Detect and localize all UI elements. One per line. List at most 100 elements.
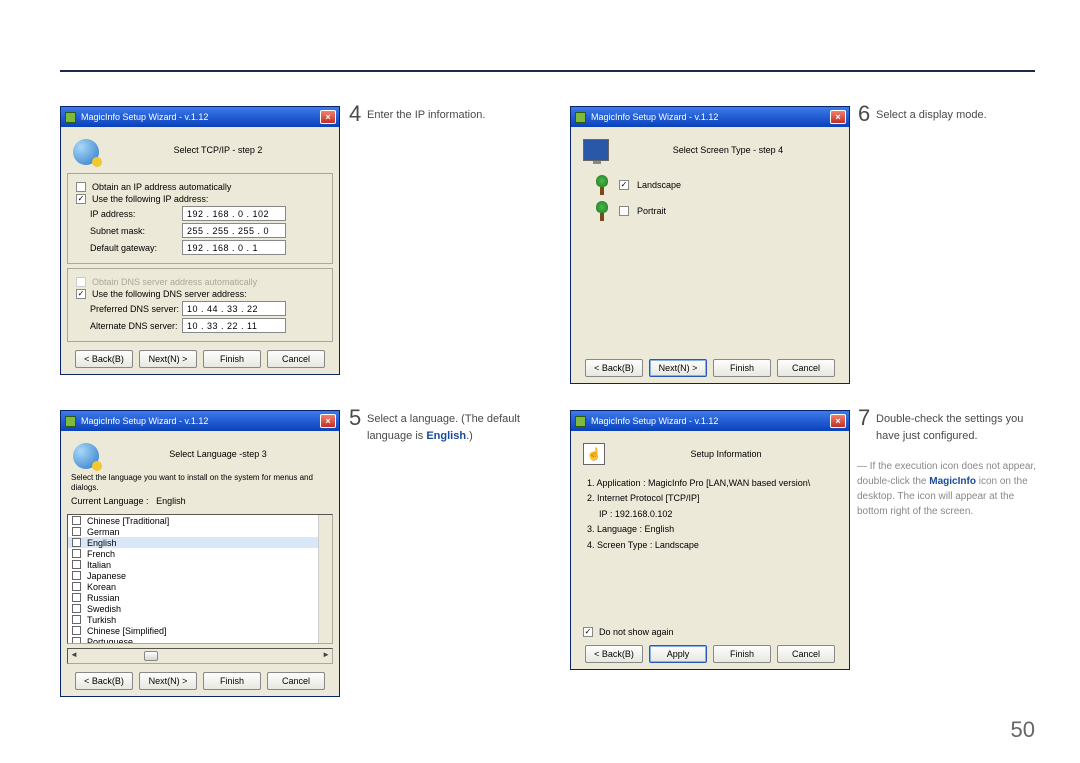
auto-ip-label: Obtain an IP address automatically [92,182,231,192]
lang-item[interactable]: Swedish [68,603,332,614]
lang-item[interactable]: Portuguese [68,636,332,644]
back-button[interactable]: < Back(B) [75,350,133,368]
lang-checkbox[interactable] [72,538,81,547]
ip-panel: Obtain an IP address automatically ✓Use … [67,173,333,264]
step7-window: MagicInfo Setup Wizard - v.1.12 × ☝ Setu… [570,410,850,670]
close-icon[interactable]: × [320,414,336,428]
lang-checkbox[interactable] [72,637,81,644]
lang-item[interactable]: Japanese [68,570,332,581]
titlebar: MagicInfo Setup Wizard - v.1.12 × [571,411,849,431]
lang-item[interactable]: Korean [68,581,332,592]
close-icon[interactable]: × [320,110,336,124]
lang-checkbox[interactable] [72,604,81,613]
finish-button[interactable]: Finish [203,350,261,368]
dns-panel: Obtain DNS server address automatically … [67,268,333,342]
step5-text: Select a language. (The default language… [367,411,537,444]
tree-icon [593,201,611,221]
ip-input[interactable]: 192 . 168 . 0 . 102 [182,206,286,221]
lang-item[interactable]: Italian [68,559,332,570]
scrollbar[interactable] [318,515,332,643]
lang-checkbox[interactable] [72,560,81,569]
lang-label: Turkish [87,615,116,625]
lang-checkbox[interactable] [72,626,81,635]
lang-slider[interactable] [67,648,333,664]
cancel-button[interactable]: Cancel [777,359,835,377]
finish-button[interactable]: Finish [713,645,771,663]
lang-label: French [87,549,115,559]
lang-item[interactable]: Chinese [Simplified] [68,625,332,636]
page-number: 50 [1011,717,1035,743]
cancel-button[interactable]: Cancel [777,645,835,663]
current-lang-label: Current Language : [71,496,149,506]
apply-button[interactable]: Apply [649,645,707,663]
mask-input[interactable]: 255 . 255 . 255 . 0 [182,223,286,238]
app-icon [575,416,586,427]
finish-button[interactable]: Finish [203,672,261,690]
lang-checkbox[interactable] [72,549,81,558]
step6-text: Select a display mode. [876,107,1046,124]
top-rule [60,70,1035,72]
portrait-label: Portrait [637,206,666,216]
step6-window: MagicInfo Setup Wizard - v.1.12 × Select… [570,106,850,384]
use-dns-checkbox[interactable]: ✓ [76,289,86,299]
close-icon[interactable]: × [830,110,846,124]
language-list[interactable]: Chinese [Traditional]GermanEnglishFrench… [67,514,333,644]
step4-num: 4 [349,101,361,127]
next-button[interactable]: Next(N) > [649,359,707,377]
close-icon[interactable]: × [830,414,846,428]
globe-icon [73,139,99,165]
lang-item[interactable]: French [68,548,332,559]
adns-input[interactable]: 10 . 33 . 22 . 11 [182,318,286,333]
cancel-button[interactable]: Cancel [267,672,325,690]
lang-checkbox[interactable] [72,593,81,602]
lang-label: Russian [87,593,120,603]
titlebar: MagicInfo Setup Wizard - v.1.12 × [571,107,849,127]
gw-input[interactable]: 192 . 168 . 0 . 1 [182,240,286,255]
step5-window: MagicInfo Setup Wizard - v.1.12 × Select… [60,410,340,697]
titlebar: MagicInfo Setup Wizard - v.1.12 × [61,411,339,431]
noshow-label: Do not show again [599,627,674,637]
auto-dns-checkbox [76,277,86,287]
auto-ip-checkbox[interactable] [76,182,86,192]
lang-item[interactable]: Russian [68,592,332,603]
next-button[interactable]: Next(N) > [139,672,197,690]
lang-checkbox[interactable] [72,615,81,624]
lang-checkbox[interactable] [72,582,81,591]
lang-label: German [87,527,120,537]
step7-num: 7 [858,405,870,431]
adns-label: Alternate DNS server: [90,321,182,331]
back-button[interactable]: < Back(B) [585,645,643,663]
step5-num: 5 [349,405,361,431]
current-lang-value: English [156,496,186,506]
lang-checkbox[interactable] [72,571,81,580]
step7-group: MagicInfo Setup Wizard - v.1.12 × ☝ Setu… [570,410,850,670]
next-button[interactable]: Next(N) > [139,350,197,368]
setup-info: 1. Application : MagicInfo Pro [LAN,WAN … [577,469,843,559]
use-dns-label: Use the following DNS server address: [92,289,247,299]
ip-label: IP address: [90,209,182,219]
lang-label: Japanese [87,571,126,581]
lang-label: Portuguese [87,637,133,645]
lang-item[interactable]: English [68,537,332,548]
back-button[interactable]: < Back(B) [585,359,643,377]
lang-item[interactable]: German [68,526,332,537]
monitor-icon [583,139,609,161]
use-ip-checkbox[interactable]: ✓ [76,194,86,204]
cancel-button[interactable]: Cancel [267,350,325,368]
auto-dns-label: Obtain DNS server address automatically [92,277,257,287]
lang-label: Swedish [87,604,121,614]
step5-desc: Select the language you want to install … [67,473,333,492]
app-icon [65,112,76,123]
back-button[interactable]: < Back(B) [75,672,133,690]
lang-checkbox[interactable] [72,527,81,536]
landscape-checkbox[interactable]: ✓ [619,180,629,190]
lang-item[interactable]: Chinese [Traditional] [68,515,332,526]
noshow-checkbox[interactable]: ✓ [583,627,593,637]
portrait-checkbox[interactable] [619,206,629,216]
lang-label: Chinese [Simplified] [87,626,167,636]
pdns-input[interactable]: 10 . 44 . 33 . 22 [182,301,286,316]
lang-item[interactable]: Turkish [68,614,332,625]
finish-button[interactable]: Finish [713,359,771,377]
step4-group: MagicInfo Setup Wizard - v.1.12 × Select… [60,106,340,375]
lang-checkbox[interactable] [72,516,81,525]
